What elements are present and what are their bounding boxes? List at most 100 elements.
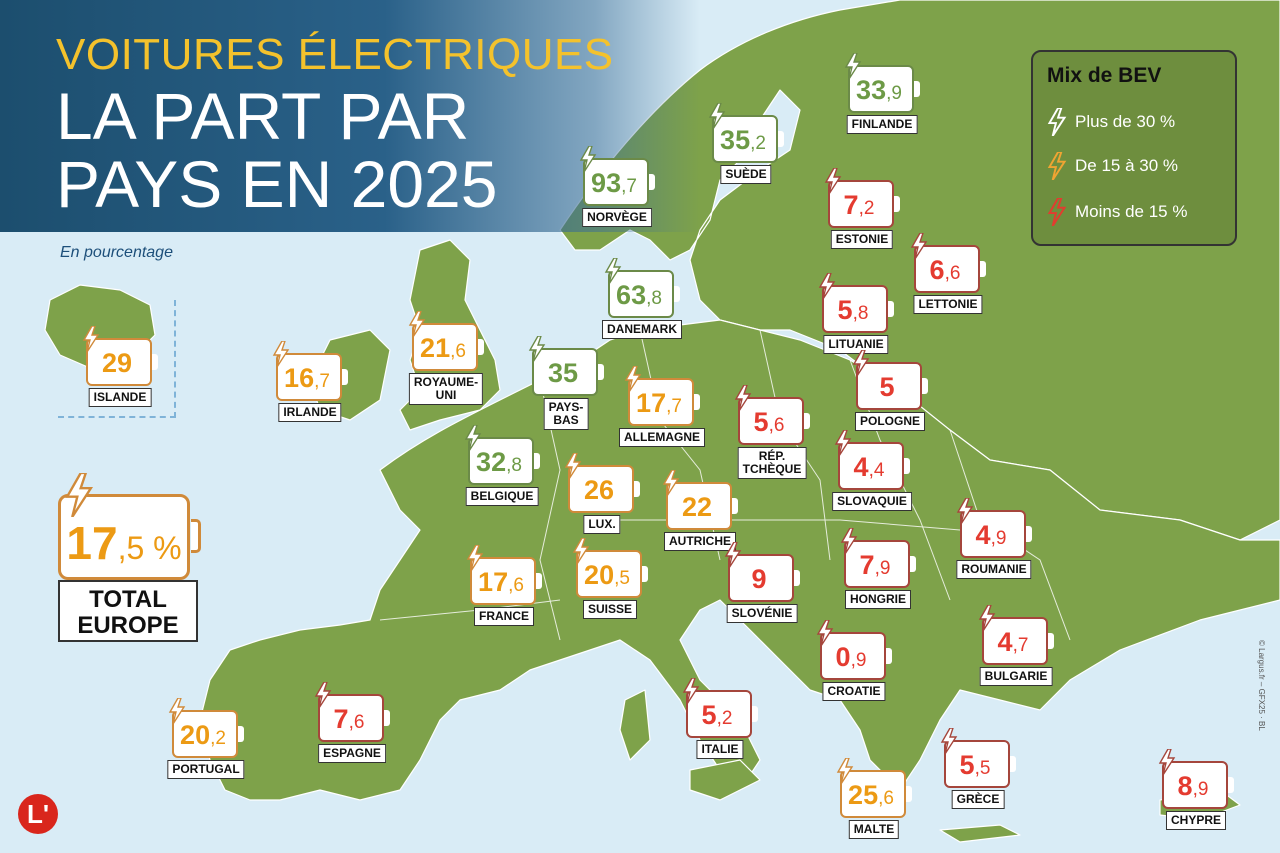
country-value: 7,9 (859, 550, 891, 580)
country-label: FRANCE (474, 607, 534, 626)
lightning-bolt-icon (65, 473, 94, 517)
lightning-bolt-icon (1047, 198, 1067, 226)
country-label: HONGRIE (844, 590, 912, 609)
battery-marker: 22 (662, 470, 738, 530)
battery-marker: 25,6 (836, 758, 912, 818)
country-value: 25,6 (848, 780, 894, 810)
country-label: SLOVAQUIE (832, 492, 912, 511)
legend-item-low: Moins de 15 % (1047, 198, 1187, 226)
lightning-bolt-icon (816, 620, 834, 646)
total-europe-battery: 17,5 % (58, 473, 201, 580)
country-value: 32,8 (476, 447, 522, 477)
lightning-bolt-icon (564, 453, 582, 479)
total-europe-label: TOTAL EUROPE (58, 580, 198, 642)
country-label: POLOGNE (854, 412, 926, 431)
battery-marker: 4,9 (956, 498, 1032, 558)
country-value: 93,7 (591, 168, 637, 198)
country-label: FINLANDE (846, 115, 918, 134)
battery-marker: 7,6 (314, 682, 390, 742)
sardinia-land (619, 689, 651, 761)
country-label: NORVÈGE (582, 208, 652, 227)
country-value: 26 (583, 475, 615, 505)
battery-marker: 7,2 (824, 168, 900, 228)
country-label: PAYS- BAS (543, 398, 589, 430)
battery-marker: 4,7 (978, 605, 1054, 665)
lightning-bolt-icon (978, 605, 996, 631)
lightning-bolt-icon (168, 698, 186, 724)
lightning-bolt-icon (408, 311, 426, 337)
country-value: 0,9 (835, 642, 867, 672)
country-label: BULGARIE (979, 667, 1053, 686)
lightning-bolt-icon (314, 682, 332, 708)
lightning-bolt-icon (464, 425, 482, 451)
battery-marker: 16,7 (272, 341, 348, 401)
battery-marker: 6,6 (910, 233, 986, 293)
legend-title: Mix de BEV (1047, 64, 1162, 87)
battery-marker: 0,9 (816, 620, 892, 680)
lightning-bolt-icon (82, 326, 100, 352)
subtitle: En pourcentage (60, 244, 173, 261)
lightning-bolt-icon (708, 103, 726, 129)
battery-marker: 29 (82, 326, 158, 386)
battery-marker: 35,2 (708, 103, 784, 163)
credit-text: © Largus.fr – GFX25 · BL (1257, 640, 1266, 731)
country-label: BELGIQUE (465, 487, 539, 506)
battery-marker: 9 (724, 542, 800, 602)
legend-label-low: Moins de 15 % (1075, 202, 1188, 221)
battery-marker: 4,4 (834, 430, 910, 490)
legend-item-mid: De 15 à 30 % (1047, 152, 1178, 180)
battery-marker: 17,7 (624, 366, 700, 426)
country-value: 17,7 (636, 388, 682, 418)
country-value: 63,8 (616, 280, 662, 310)
country-label: ESPAGNE (318, 744, 386, 763)
country-value: 4,4 (853, 452, 885, 482)
iceland-inset-frame (58, 300, 176, 418)
legend-label-high: Plus de 30 % (1075, 112, 1176, 131)
battery-marker: 26 (564, 453, 640, 513)
lightning-bolt-icon (604, 258, 622, 284)
sicily-land (689, 759, 761, 801)
country-label: AUTRICHE (664, 532, 736, 551)
country-label: IRLANDE (278, 403, 342, 422)
legend-label-mid: De 15 à 30 % (1075, 156, 1179, 175)
lightning-bolt-icon (272, 341, 290, 367)
country-value: 17,6 (478, 567, 524, 597)
country-label: ISLANDE (88, 388, 152, 407)
lightning-bolt-icon (940, 728, 958, 754)
lightning-bolt-icon (579, 146, 597, 172)
battery-marker: 5,8 (818, 273, 894, 333)
battery-marker: 20,5 (572, 538, 648, 598)
legend: Mix de BEV Plus de 30 % De 15 à 30 % Moi… (1031, 50, 1237, 246)
country-label: SLOVÉNIE (726, 604, 798, 623)
country-value: 5 (879, 372, 895, 402)
country-label: SUÈDE (720, 165, 772, 184)
country-value: 35,2 (720, 125, 766, 155)
lightning-bolt-icon (836, 758, 854, 784)
country-label: PORTUGAL (167, 760, 245, 779)
country-label: LITUANIE (823, 335, 889, 354)
country-value: 20,5 (584, 560, 630, 590)
lightning-bolt-icon (834, 430, 852, 456)
country-label: CROATIE (822, 682, 886, 701)
lightning-bolt-icon (1158, 749, 1176, 775)
country-value: 35 (547, 358, 579, 388)
page-title: LA PART PAR PAYS EN 2025 (56, 79, 498, 221)
lightning-bolt-icon (624, 366, 642, 392)
battery-marker: 32,8 (464, 425, 540, 485)
battery-marker: 5 (852, 350, 928, 410)
country-value: 6,6 (929, 255, 961, 285)
battery-marker: 63,8 (604, 258, 680, 318)
lightning-bolt-icon (824, 168, 842, 194)
country-label: ITALIE (696, 740, 744, 759)
country-value: 20,2 (180, 720, 226, 750)
battery-marker: 5,2 (682, 678, 758, 738)
lequipe-logo: L' (18, 794, 58, 834)
country-label: MALTE (848, 820, 900, 839)
lightning-bolt-icon (910, 233, 928, 259)
battery-marker: 93,7 (579, 146, 655, 206)
country-label: ESTONIE (830, 230, 894, 249)
country-label: ALLEMAGNE (619, 428, 705, 447)
lightning-bolt-icon (844, 53, 862, 79)
lightning-bolt-icon (1047, 108, 1067, 136)
lightning-bolt-icon (528, 336, 546, 362)
